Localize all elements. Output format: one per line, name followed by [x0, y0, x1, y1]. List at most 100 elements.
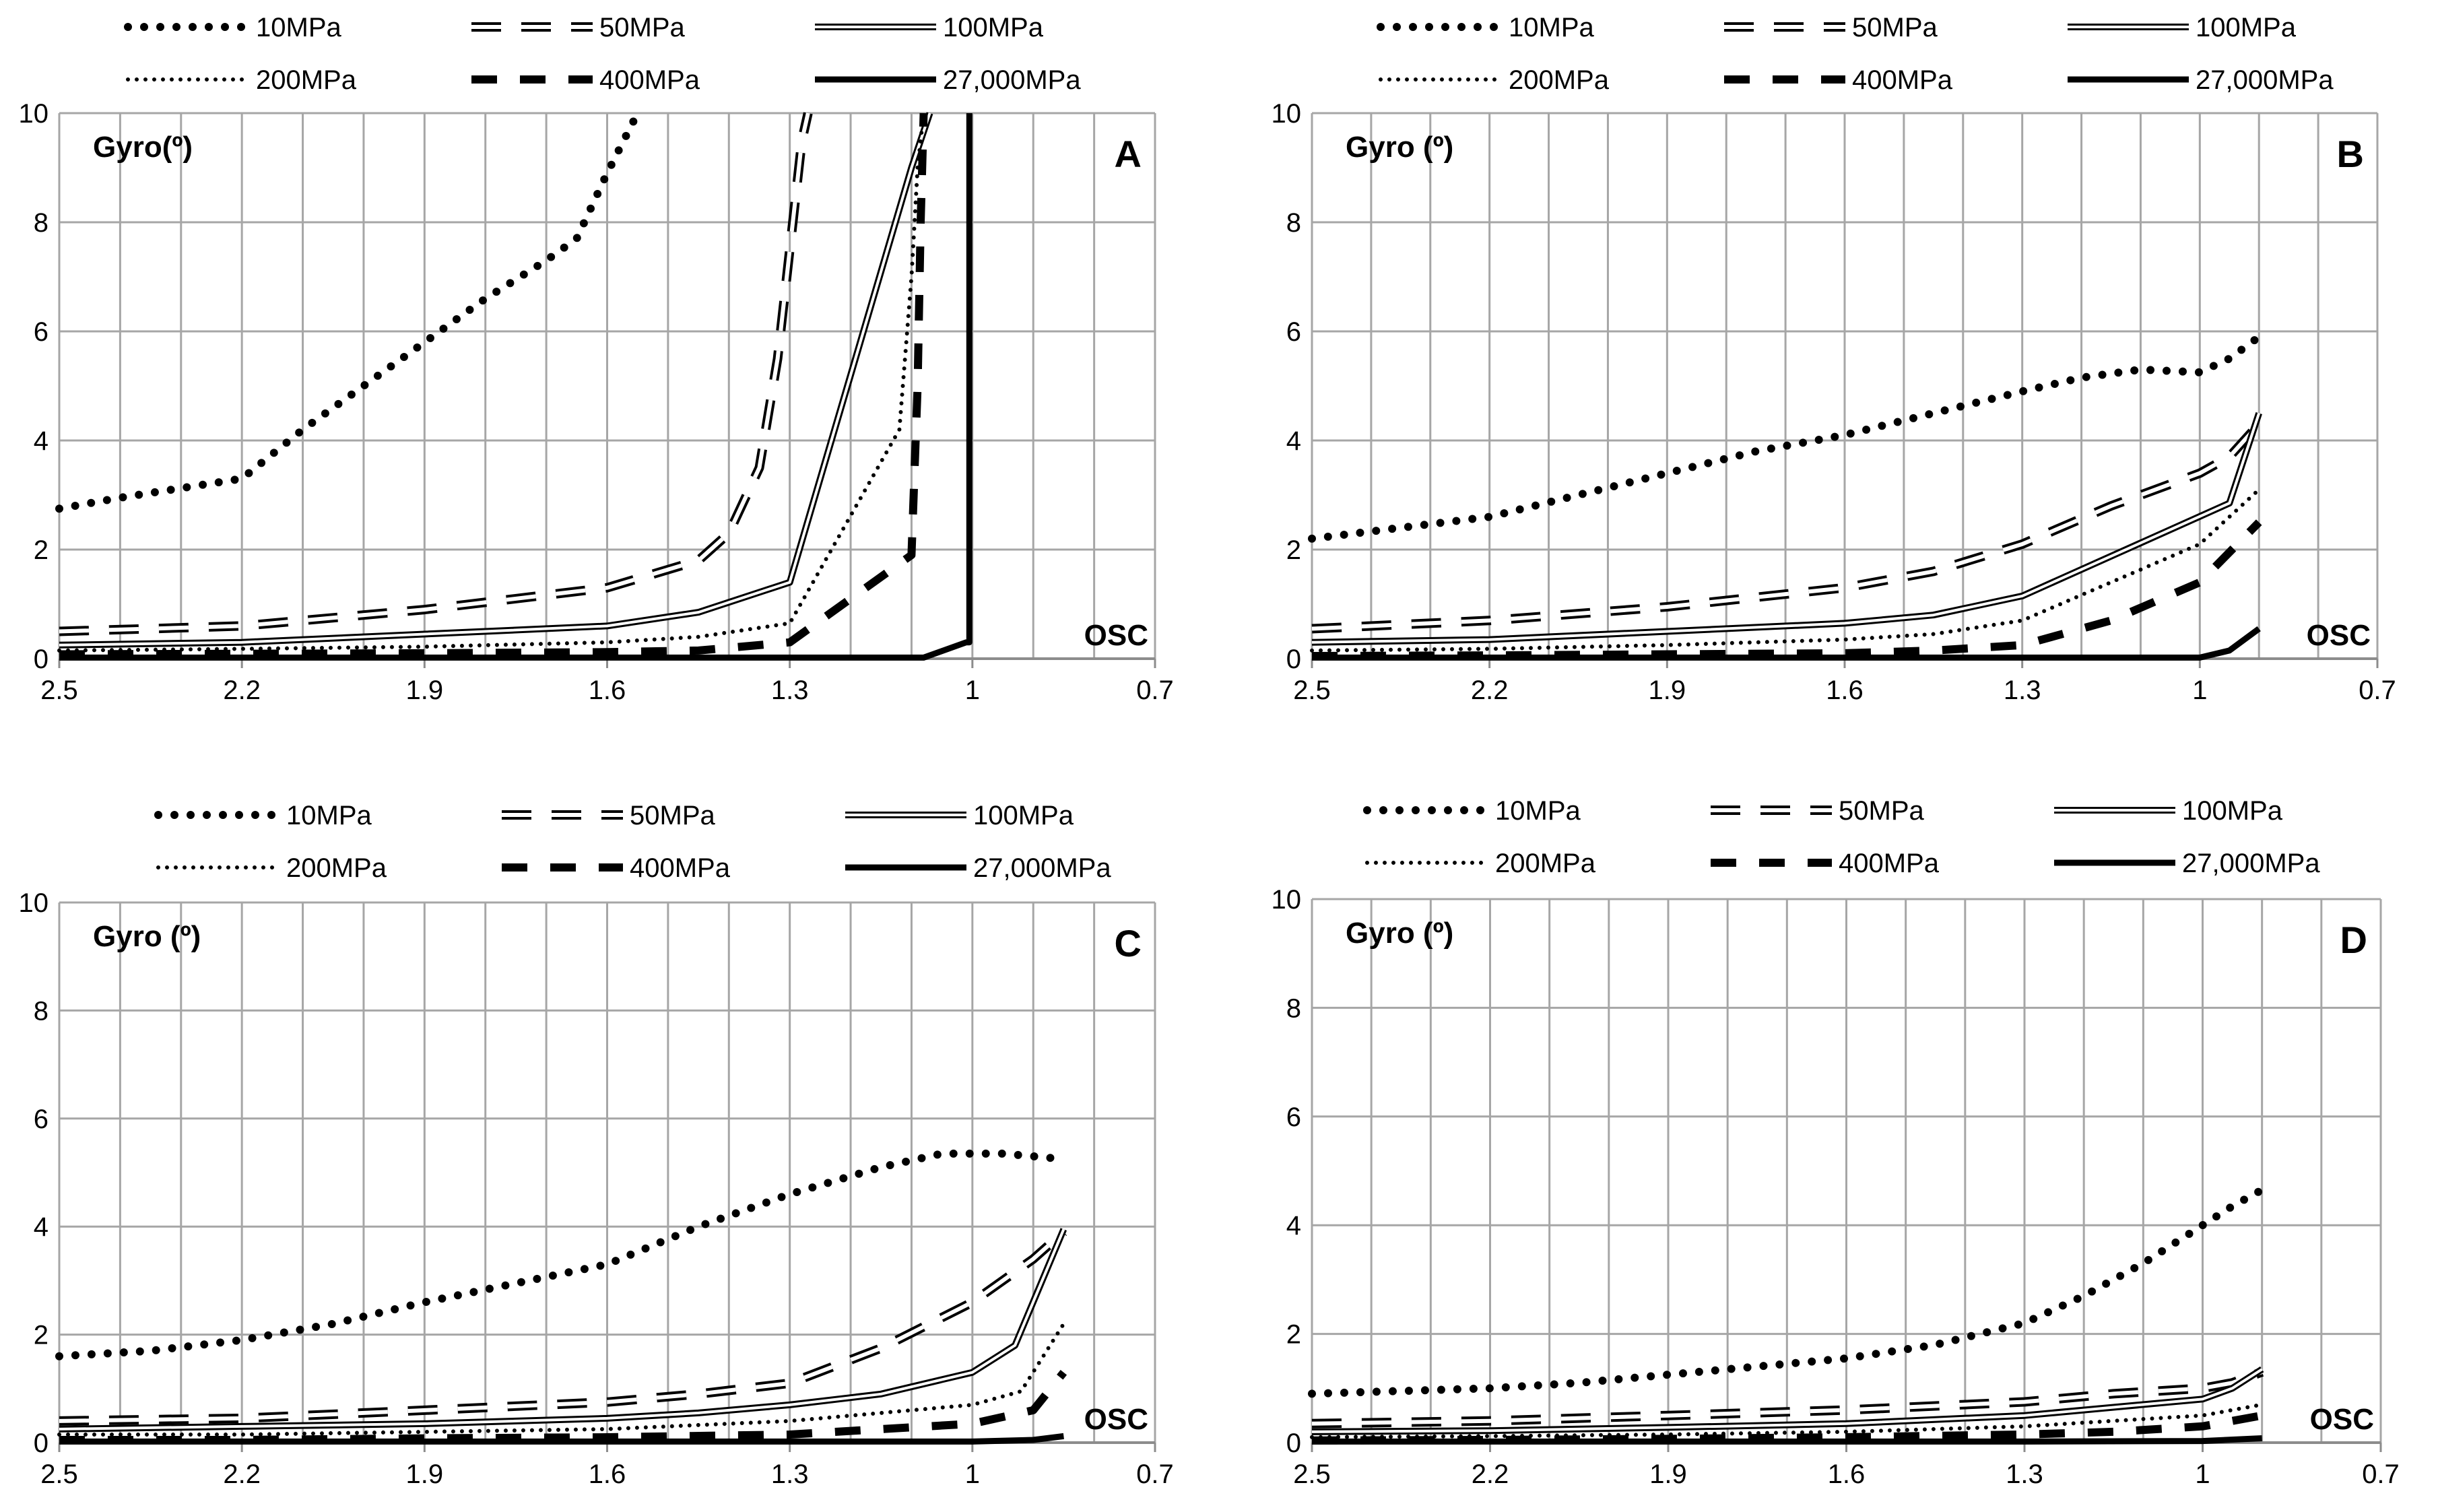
x-tick-label: 2.5	[40, 676, 78, 705]
legend-item: 100MPa	[815, 13, 1044, 42]
y-tick-label: 10	[1272, 99, 1302, 129]
y-tick-label: 8	[34, 208, 48, 238]
y-annotation: Gyro (º)	[1346, 917, 1453, 950]
y-annotation: Gyro (º)	[1346, 131, 1453, 164]
legend-label: 10MPa	[1495, 796, 1581, 826]
legend-label: 100MPa	[973, 801, 1074, 830]
legend-label: 100MPa	[2182, 796, 2283, 826]
y-tick-label: 8	[34, 996, 48, 1026]
legend-item: 200MPa	[1379, 65, 1610, 95]
series-line-inner	[59, 112, 931, 647]
y-tick-label: 0	[1286, 645, 1301, 674]
legend: 10MPa 50MPa 100MPa 200MPa 400MPa 27,000MPa	[154, 801, 1111, 883]
y-tick-label: 10	[1272, 885, 1302, 915]
chart-panel-d: 2.5 2.2 1.9 1.6 1.3 1 0.7 0 2 4 6 8 10 D Gyro (º) OSC 10…	[1272, 796, 2400, 1489]
y-tick-label: 10	[19, 888, 49, 918]
legend-item: 10MPa	[124, 13, 341, 42]
x-annotation: OSC	[1084, 1403, 1148, 1436]
series-27000mpa	[1312, 1435, 2262, 1445]
x-tick-label: 1.6	[1828, 1459, 1866, 1489]
series-200mpa	[57, 1321, 1066, 1437]
y-tick-label: 2	[1286, 1320, 1301, 1350]
legend-label: 27,000MPa	[2196, 65, 2334, 95]
x-tick-label: 1	[965, 676, 980, 705]
legend: 10MPa 50MPa 100MPa 200MPa 400MPa 27,000MPa	[124, 13, 1081, 95]
series-line	[1308, 1185, 2266, 1398]
legend-item: 400MPa	[1711, 849, 1940, 878]
y-tick-label: 2	[34, 535, 48, 565]
series-line	[59, 112, 933, 649]
legend-label: 10MPa	[1509, 13, 1594, 42]
legend-label: 27,000MPa	[973, 853, 1111, 883]
series-50mpa	[59, 1228, 1067, 1426]
legend-label: 100MPa	[943, 13, 1044, 42]
legend-item: 200MPa	[1365, 849, 1596, 878]
series-line-inner	[59, 1228, 1065, 1431]
series-line	[59, 113, 973, 661]
series-line	[1310, 1402, 2264, 1439]
series-group	[55, 109, 973, 661]
x-tick-label: 1.9	[1649, 676, 1686, 705]
legend-item: 50MPa	[502, 801, 715, 830]
legend-label: 27,000MPa	[2182, 849, 2320, 878]
series-line	[57, 1321, 1066, 1437]
series-line-inner	[1311, 412, 2261, 644]
series-100mpa	[1311, 1366, 2264, 1435]
y-tick-label: 0	[1286, 1428, 1301, 1458]
legend-label: 10MPa	[286, 801, 372, 830]
series-line-inner	[59, 1230, 1065, 1423]
gridlines	[1311, 112, 2379, 660]
y-tick-label: 6	[1286, 1103, 1301, 1132]
legend-label: 10MPa	[256, 13, 341, 42]
series-100mpa	[59, 112, 933, 649]
legend-item: 10MPa	[1363, 796, 1581, 826]
legend-item: 100MPa	[2068, 13, 2297, 42]
legend-item: 100MPa	[2054, 796, 2283, 826]
legend-label: 100MPa	[2196, 13, 2297, 42]
series-200mpa	[1310, 1402, 2264, 1439]
x-tick-label: 0.7	[1136, 676, 1174, 705]
legend-item: 27,000MPa	[815, 65, 1081, 95]
legend-label: 200MPa	[256, 65, 357, 95]
gridlines	[58, 901, 1156, 1444]
panel-letter: D	[2340, 919, 2367, 961]
series-10mpa	[55, 1149, 1068, 1360]
x-tick-label: 1.9	[406, 676, 444, 705]
legend-label: 27,000MPa	[943, 65, 1081, 95]
x-tick-label: 2.5	[1293, 676, 1331, 705]
y-tick-label: 4	[34, 1212, 48, 1242]
legend-item: 400MPa	[502, 853, 731, 883]
x-tick-label: 1.3	[2006, 1459, 2043, 1489]
x-tick-label: 1.9	[406, 1459, 444, 1489]
legend-label: 400MPa	[630, 853, 731, 883]
chart-panel-a: 2.5 2.2 1.9 1.6 1.3 1 0.7 0 2 4 6 8 10 A Gyro(º) OSC 10M…	[19, 13, 1174, 705]
series-10mpa	[55, 109, 642, 513]
legend-item: 100MPa	[845, 801, 1074, 830]
gridlines	[58, 112, 1156, 660]
legend-item: 27,000MPa	[2068, 65, 2334, 95]
series-27000mpa	[59, 1433, 1064, 1445]
series-group	[1308, 333, 2264, 661]
y-tick-label: 10	[19, 99, 49, 129]
chart-panel-b: 2.5 2.2 1.9 1.6 1.3 1 0.7 0 2 4 6 8 10 B Gyro (º) OSC 10…	[1272, 13, 2396, 705]
legend-item: 400MPa	[1724, 65, 1953, 95]
legend-label: 200MPa	[286, 853, 387, 883]
series-line	[1312, 1435, 2262, 1445]
series-10mpa	[1308, 333, 2264, 543]
series-line-inner	[1311, 1368, 2263, 1433]
y-tick-label: 4	[1286, 426, 1301, 456]
legend: 10MPa 50MPa 100MPa 200MPa 400MPa 27,000MPa	[1377, 13, 2334, 95]
series-50mpa	[1311, 1367, 2264, 1428]
legend-label: 400MPa	[599, 65, 700, 95]
series-50mpa	[59, 112, 813, 636]
series-line-inner	[1311, 1370, 2263, 1426]
legend-item: 50MPa	[471, 13, 685, 42]
legend-label: 200MPa	[1495, 849, 1596, 878]
x-tick-label: 1.3	[771, 676, 809, 705]
x-tick-label: 1	[2195, 1459, 2210, 1489]
series-line	[1312, 626, 2261, 661]
panel-letter: C	[1115, 922, 1142, 964]
y-tick-label: 2	[34, 1321, 48, 1350]
series-line	[1310, 487, 2262, 653]
